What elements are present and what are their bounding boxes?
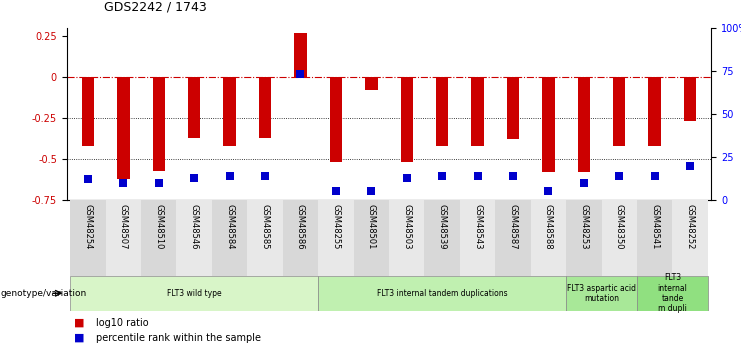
Point <box>436 173 448 179</box>
Text: GSM48503: GSM48503 <box>402 204 411 249</box>
Text: GSM48586: GSM48586 <box>296 204 305 249</box>
Bar <box>212 200 247 276</box>
Text: GSM48587: GSM48587 <box>508 204 517 249</box>
Bar <box>259 77 271 138</box>
Text: GSM48584: GSM48584 <box>225 204 234 249</box>
Text: GSM48541: GSM48541 <box>650 204 659 249</box>
Text: FLT3 internal tandem duplications: FLT3 internal tandem duplications <box>377 289 508 298</box>
Text: GSM48539: GSM48539 <box>438 204 447 249</box>
Text: GSM48510: GSM48510 <box>154 204 163 249</box>
Bar <box>82 77 94 146</box>
Bar <box>495 200 531 276</box>
Bar <box>531 200 566 276</box>
Bar <box>141 200 176 276</box>
Point <box>684 163 696 168</box>
Point <box>153 180 165 186</box>
Bar <box>436 77 448 146</box>
Bar <box>330 77 342 162</box>
Point <box>649 173 661 179</box>
Bar <box>389 200 425 276</box>
Bar <box>602 200 637 276</box>
Text: GSM48501: GSM48501 <box>367 204 376 249</box>
Bar <box>425 200 460 276</box>
Bar <box>578 77 590 172</box>
Text: GSM48350: GSM48350 <box>615 204 624 249</box>
Bar <box>176 200 212 276</box>
Text: GSM48585: GSM48585 <box>261 204 270 249</box>
Bar <box>188 77 200 138</box>
Bar <box>684 77 697 121</box>
Point <box>294 71 306 77</box>
Text: GSM48252: GSM48252 <box>685 204 694 249</box>
Point <box>507 173 519 179</box>
Bar <box>318 276 566 310</box>
Bar <box>566 200 602 276</box>
Point <box>117 180 129 186</box>
Text: GSM48253: GSM48253 <box>579 204 588 249</box>
Text: GSM48507: GSM48507 <box>119 204 128 249</box>
Bar <box>353 200 389 276</box>
Text: log10 ratio: log10 ratio <box>96 318 149 327</box>
Bar <box>401 77 413 162</box>
Bar <box>542 77 554 172</box>
Text: GDS2242 / 1743: GDS2242 / 1743 <box>104 1 207 14</box>
Bar <box>365 77 377 90</box>
Bar <box>566 276 637 310</box>
Point <box>578 180 590 186</box>
Bar <box>613 77 625 146</box>
Point <box>259 173 271 179</box>
Point <box>614 173 625 179</box>
Bar <box>283 200 318 276</box>
Bar <box>117 77 130 179</box>
Text: ■: ■ <box>74 318 84 327</box>
Point <box>330 189 342 194</box>
Text: percentile rank within the sample: percentile rank within the sample <box>96 333 262 343</box>
Point <box>472 173 484 179</box>
Bar <box>294 32 307 77</box>
Bar <box>318 200 353 276</box>
Point <box>224 173 236 179</box>
Bar <box>153 77 165 170</box>
Text: GSM48588: GSM48588 <box>544 204 553 249</box>
Point <box>365 189 377 194</box>
Bar <box>507 77 519 139</box>
Bar <box>224 77 236 146</box>
Point <box>542 189 554 194</box>
Bar <box>70 276 318 310</box>
Text: genotype/variation: genotype/variation <box>1 289 87 298</box>
Bar <box>247 200 283 276</box>
Text: GSM48546: GSM48546 <box>190 204 199 249</box>
Bar <box>672 200 708 276</box>
Text: GSM48255: GSM48255 <box>331 204 340 249</box>
Bar <box>471 77 484 146</box>
Bar <box>460 200 495 276</box>
Bar <box>106 200 141 276</box>
Bar <box>70 200 106 276</box>
Text: FLT3 aspartic acid
mutation: FLT3 aspartic acid mutation <box>567 284 636 303</box>
Bar <box>637 276 708 310</box>
Text: GSM48543: GSM48543 <box>473 204 482 249</box>
Point <box>401 175 413 180</box>
Text: GSM48254: GSM48254 <box>84 204 93 249</box>
Point <box>82 177 94 182</box>
Text: FLT3
internal
tande
m dupli: FLT3 internal tande m dupli <box>657 273 688 313</box>
Text: ■: ■ <box>74 333 84 343</box>
Text: FLT3 wild type: FLT3 wild type <box>167 289 222 298</box>
Bar <box>648 77 661 146</box>
Point <box>188 175 200 180</box>
Bar <box>637 200 672 276</box>
